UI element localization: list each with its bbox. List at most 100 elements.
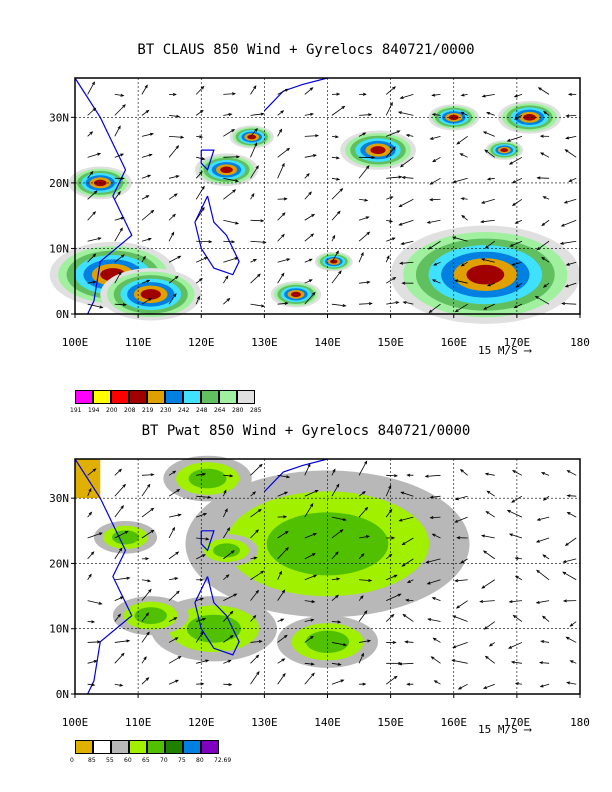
- wind-vector-head: [281, 162, 285, 167]
- wind-vector-head: [312, 154, 317, 158]
- legend-swatch: [201, 390, 219, 404]
- wind-vector-head: [398, 518, 403, 522]
- wind-vector-head: [401, 281, 406, 285]
- wind-vector-head: [335, 551, 339, 556]
- wind-vector-head: [405, 598, 410, 602]
- wind-vector: [428, 240, 441, 250]
- wind-vector-head: [175, 175, 180, 179]
- wind-vector: [195, 186, 205, 200]
- coastline: [194, 195, 240, 276]
- wind-vector-head: [406, 580, 411, 584]
- shaded-contour: [370, 146, 386, 155]
- wind-vector-head: [566, 681, 571, 685]
- wind-vector: [406, 599, 414, 602]
- wind-vector: [401, 491, 414, 497]
- wind-vector: [250, 557, 257, 560]
- wind-vector-head: [512, 614, 517, 619]
- wind-vector: [141, 195, 149, 200]
- wind-vector: [223, 275, 229, 284]
- wind-vector-head: [310, 618, 315, 622]
- wind-vector: [223, 93, 235, 95]
- wind-vector-head: [253, 556, 258, 560]
- coastline: [74, 458, 133, 695]
- wind-vector: [141, 589, 152, 601]
- wind-vector-head: [200, 631, 204, 636]
- wind-vector: [304, 135, 319, 137]
- wind-vector-head: [281, 212, 286, 216]
- wind-vector-head: [281, 658, 286, 662]
- wind-vector: [250, 240, 266, 243]
- legend-label: 208: [124, 407, 136, 414]
- wind-vector: [250, 529, 259, 539]
- wind-vector-head: [481, 94, 486, 98]
- wind-vector-head: [201, 157, 206, 161]
- wind-vector: [331, 621, 341, 623]
- wind-vector: [331, 235, 336, 242]
- wind-vector-head: [537, 87, 542, 91]
- wind-vector-head: [149, 132, 154, 136]
- wind-vector: [277, 273, 285, 284]
- wind-vector: [168, 293, 177, 305]
- wind-vector: [331, 211, 341, 221]
- wind-vector-head: [309, 87, 314, 91]
- wind-vector-head: [454, 497, 459, 501]
- wind-vector: [304, 619, 314, 622]
- wind-vector-head: [260, 112, 265, 116]
- wind-vector: [114, 683, 123, 687]
- wind-vector-head: [145, 677, 150, 681]
- wind-vector: [399, 662, 414, 665]
- wind-vector: [141, 210, 154, 221]
- wind-vector-head: [118, 271, 122, 275]
- wind-vector-head: [253, 258, 258, 262]
- wind-vector: [461, 111, 468, 116]
- wind-vector-head: [508, 161, 513, 165]
- legend-swatch: [237, 390, 255, 404]
- wind-vector: [541, 472, 550, 476]
- wind-vector: [114, 254, 125, 263]
- wind-vector: [223, 113, 232, 116]
- wind-vector-head: [93, 660, 98, 663]
- y-tick-label: 30N: [49, 111, 69, 124]
- wind-vector: [514, 303, 523, 309]
- wind-vector-head: [433, 680, 438, 684]
- wind-vector-head: [120, 153, 125, 157]
- wind-vector-head: [432, 159, 436, 163]
- wind-vector-head: [98, 601, 103, 605]
- wind-vector: [223, 635, 234, 643]
- wind-vector: [566, 135, 577, 139]
- wind-vector-head: [97, 640, 102, 644]
- wind-vector-head: [235, 179, 240, 183]
- wind-vector: [331, 469, 336, 476]
- wind-vector: [223, 189, 236, 200]
- wind-vector-head: [174, 275, 179, 280]
- wind-vector-head: [541, 256, 545, 261]
- wind-vector-head: [430, 656, 435, 660]
- wind-vector: [331, 642, 347, 646]
- wind-vector-head: [400, 241, 405, 245]
- wind-vector: [304, 533, 317, 539]
- wind-vector-head: [255, 165, 259, 169]
- x-tick-label: 160E: [441, 716, 468, 729]
- wind-vector: [385, 485, 392, 497]
- wind-vector: [406, 134, 414, 137]
- wind-vector-head: [390, 613, 395, 618]
- wind-vector: [358, 252, 364, 263]
- wind-vector: [486, 511, 495, 518]
- wind-vector-head: [343, 643, 348, 647]
- wind-vector-head: [536, 569, 540, 574]
- wind-vector-head: [513, 305, 518, 309]
- wind-vector: [223, 593, 237, 602]
- shaded-contour: [134, 607, 167, 625]
- wind-vector-head: [513, 94, 518, 98]
- wind-vector: [304, 463, 311, 476]
- wind-vector-head: [311, 553, 316, 557]
- wind-vector: [386, 196, 393, 200]
- wind-vector-head: [200, 597, 205, 601]
- wind-vector-head: [371, 155, 376, 160]
- wind-vector: [432, 279, 441, 284]
- wind-vector-head: [433, 262, 438, 266]
- wind-vector-head: [171, 526, 175, 531]
- wind-vector: [141, 297, 152, 305]
- wind-vector-head: [334, 135, 339, 139]
- wind-vector: [486, 112, 495, 116]
